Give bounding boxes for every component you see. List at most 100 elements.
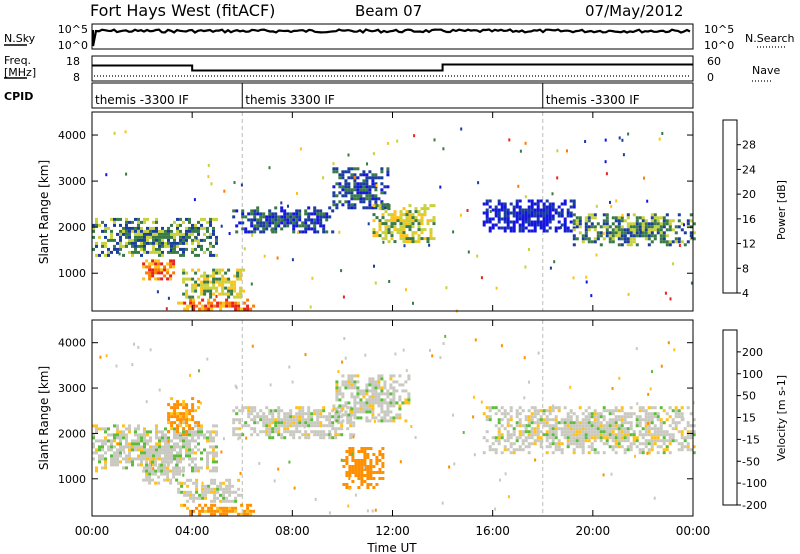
data-cell bbox=[617, 442, 621, 446]
data-cell bbox=[347, 383, 351, 387]
data-cell bbox=[587, 225, 591, 229]
data-cell bbox=[536, 217, 540, 221]
data-cell bbox=[342, 459, 346, 462]
data-cell bbox=[125, 241, 128, 245]
data-cell bbox=[131, 363, 134, 367]
data-cell bbox=[268, 221, 272, 225]
data-cell bbox=[623, 412, 627, 416]
data-cell bbox=[350, 176, 354, 180]
data-cell bbox=[268, 418, 272, 422]
data-cell bbox=[347, 419, 351, 423]
data-cell bbox=[527, 418, 531, 422]
data-cell bbox=[167, 418, 171, 422]
data-cell bbox=[680, 430, 684, 434]
data-cell bbox=[384, 210, 388, 214]
data-cell bbox=[125, 436, 128, 440]
data-cell bbox=[647, 430, 651, 434]
data-cell bbox=[623, 415, 627, 419]
data-cell bbox=[399, 228, 403, 232]
data-cell bbox=[246, 307, 250, 311]
data-cell bbox=[104, 241, 107, 245]
data-cell bbox=[338, 200, 342, 204]
data-cell bbox=[175, 463, 179, 467]
data-cell bbox=[512, 214, 516, 218]
data-cell bbox=[521, 439, 525, 443]
data-cell bbox=[453, 462, 456, 466]
data-cell bbox=[104, 463, 107, 467]
data-cell bbox=[373, 419, 376, 423]
data-cell bbox=[167, 430, 171, 434]
data-cell bbox=[253, 209, 257, 213]
data-cell bbox=[644, 433, 648, 437]
data-cell bbox=[389, 392, 393, 396]
data-cell bbox=[518, 412, 522, 416]
data-cell bbox=[359, 404, 363, 408]
data-cell bbox=[253, 430, 257, 434]
data-cell bbox=[170, 421, 174, 425]
data-cell bbox=[170, 250, 173, 254]
data-cell bbox=[556, 149, 559, 153]
data-cell bbox=[359, 194, 363, 198]
data-cell bbox=[387, 225, 391, 229]
data-cell bbox=[122, 229, 125, 233]
data-cell bbox=[206, 274, 210, 278]
data-cell bbox=[148, 469, 152, 473]
data-cell bbox=[98, 427, 101, 431]
data-cell bbox=[533, 211, 537, 215]
data-cell bbox=[515, 439, 519, 443]
data-cell bbox=[169, 248, 172, 252]
data-cell bbox=[377, 176, 381, 180]
data-cell bbox=[587, 451, 591, 455]
data-cell bbox=[116, 448, 119, 452]
data-cell bbox=[113, 220, 116, 224]
data-cell bbox=[155, 454, 158, 458]
data-cell bbox=[367, 222, 370, 226]
data-cell bbox=[360, 459, 364, 462]
data-cell bbox=[488, 406, 492, 410]
data-cell bbox=[390, 222, 394, 226]
data-cell bbox=[149, 241, 152, 245]
data-cell bbox=[359, 392, 363, 396]
data-cell bbox=[134, 433, 137, 437]
data-cell bbox=[280, 227, 284, 231]
data-cell bbox=[404, 401, 408, 405]
data-cell bbox=[216, 509, 220, 513]
data-cell bbox=[629, 442, 633, 446]
data-cell bbox=[530, 211, 534, 215]
data-cell bbox=[182, 280, 186, 284]
data-cell bbox=[131, 439, 134, 443]
data-cell bbox=[626, 433, 630, 437]
data-cell bbox=[386, 141, 389, 145]
data-cell bbox=[310, 212, 314, 216]
data-cell bbox=[173, 406, 177, 410]
data-cell bbox=[650, 421, 654, 425]
data-cell bbox=[128, 442, 131, 446]
data-cell bbox=[337, 418, 341, 422]
data-cell bbox=[204, 496, 208, 500]
colorbar-tick-label: 15 bbox=[742, 412, 756, 425]
data-cell bbox=[239, 295, 243, 299]
data-cell bbox=[92, 457, 95, 461]
data-cell bbox=[222, 487, 226, 491]
data-cell bbox=[578, 442, 582, 446]
data-cell bbox=[161, 235, 164, 239]
data-cell bbox=[191, 397, 195, 401]
data-cell bbox=[163, 472, 167, 476]
data-cell bbox=[593, 415, 597, 419]
data-cell bbox=[143, 220, 146, 224]
data-cell bbox=[357, 450, 361, 453]
data-cell bbox=[387, 231, 391, 235]
data-cell bbox=[386, 407, 390, 411]
data-cell bbox=[627, 292, 630, 296]
data-cell bbox=[180, 503, 184, 507]
data-cell bbox=[274, 206, 278, 210]
data-cell bbox=[420, 228, 424, 232]
data-cell bbox=[362, 392, 366, 396]
data-cell bbox=[384, 231, 388, 235]
data-cell bbox=[500, 208, 504, 212]
data-cell bbox=[307, 206, 311, 210]
data-cell bbox=[142, 265, 146, 269]
data-cell bbox=[404, 380, 408, 384]
data-cell bbox=[206, 451, 209, 455]
data-cell bbox=[179, 232, 182, 236]
